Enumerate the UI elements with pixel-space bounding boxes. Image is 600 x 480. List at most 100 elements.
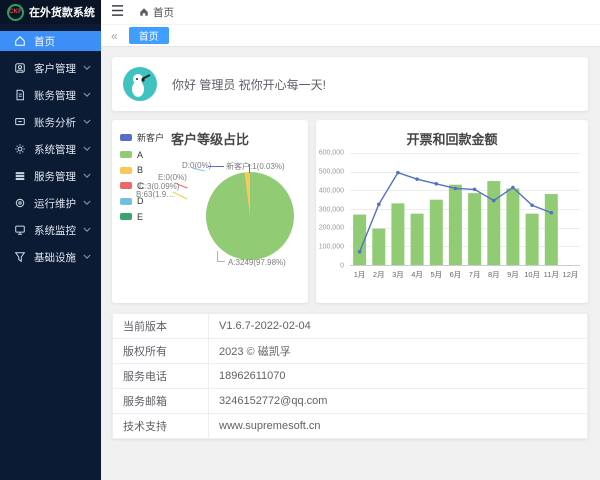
pie-slice-label-B: B:63(1.9…: [136, 190, 175, 199]
billing-icon: [13, 89, 26, 102]
bar-card: 开票和回款金额 600,000 500,000 400,000 300,000 200,…: [316, 120, 588, 303]
sidebar-item-label: 系统管理: [34, 143, 76, 156]
chevron-down-icon: [83, 200, 91, 206]
legend-item-D[interactable]: D: [120, 196, 164, 206]
legend-item-A[interactable]: A: [120, 150, 164, 160]
legend-item-C[interactable]: C: [120, 181, 164, 191]
chevron-down-icon: [83, 119, 91, 125]
sidebar-item-4[interactable]: 账务分析: [0, 112, 101, 132]
monitor-icon: [13, 224, 26, 237]
legend-item-新客户[interactable]: 新客户: [120, 131, 164, 144]
sidebar-item-6[interactable]: 服务管理: [0, 166, 101, 186]
sidebar-item-label: 运行维护: [34, 197, 76, 210]
tab-首页[interactable]: 首页: [128, 27, 169, 44]
sidebar-item-3[interactable]: 账务管理: [0, 85, 101, 105]
row-label: 版权所有: [112, 338, 209, 364]
pie-slice-label-C: C:3(0.09%): [139, 182, 180, 191]
sidebar-item-1[interactable]: 首页: [0, 31, 101, 51]
y-tick-label: 200,000: [318, 224, 344, 232]
legend-label: E: [137, 211, 144, 222]
legend-label: A: [137, 149, 144, 160]
collapse-tabs-icon[interactable]: «: [111, 28, 118, 43]
x-tick-label: 4月: [411, 270, 423, 279]
legend-swatch: [120, 197, 132, 205]
chevron-down-icon: [83, 92, 91, 98]
legend-item-E[interactable]: E: [120, 212, 164, 222]
chevron-down-icon: [83, 65, 91, 71]
menu-toggle-icon[interactable]: [111, 3, 124, 21]
bar-line-chart: [353, 170, 558, 265]
row-label: 当前版本: [112, 313, 209, 339]
x-tick-label: 2月: [372, 270, 385, 279]
greeting-card: 你好 管理员 祝你开心每一天!: [112, 57, 588, 111]
pie-slice-label-D: D:0(0%): [182, 161, 212, 170]
app-logo: CKF 在外货款系统: [0, 0, 101, 24]
home-icon: [13, 35, 26, 48]
x-tick-label: 9月: [507, 270, 519, 279]
row-label: 服务邮箱: [112, 388, 209, 414]
y-tick-label: 300,000: [318, 206, 344, 213]
breadcrumb-home-label: 首页: [153, 6, 174, 19]
table-row: 当前版本 V1.6.7-2022-02-04: [112, 313, 588, 339]
analysis-icon: [13, 116, 26, 129]
table-row: 服务电话 18962611070: [112, 363, 588, 389]
sidebar-menu: 首页客户管理账务管理账务分析系统管理服务管理运行维护系统监控基础设施: [0, 24, 101, 274]
sidebar-item-2[interactable]: 客户管理: [0, 58, 101, 78]
y-tick-label: 600,000: [318, 149, 344, 157]
sidebar-item-label: 账务管理: [34, 89, 76, 102]
pie-slice-label-新客户: 新客户:1(0.03%): [226, 162, 285, 171]
sidebar-item-8[interactable]: 系统监控: [0, 220, 101, 240]
bar-chart-plot: [350, 153, 580, 266]
operations-icon: [13, 197, 26, 210]
topbar: 首页: [101, 0, 600, 24]
sidebar-item-label: 账务分析: [34, 116, 76, 129]
chevron-down-icon: [83, 227, 91, 233]
sidebar-item-label: 客户管理: [34, 62, 76, 75]
info-table: 当前版本 V1.6.7-2022-02-04 版权所有 2023 © 磁凯孚 服务电话 1…: [112, 313, 588, 439]
x-tick-label: 3月: [392, 270, 404, 279]
legend-swatch: [120, 134, 132, 141]
pie-slice-label-A: A:3249(97.98%): [228, 258, 286, 267]
row-value: 3246152772@qq.com: [208, 388, 588, 414]
x-tick-label: 11月: [543, 270, 559, 279]
legend-label: B: [137, 165, 144, 175]
pie-slice-label-E: E:0(0%): [158, 173, 187, 182]
pie-label-line: [172, 191, 188, 200]
x-tick-label: 6月: [449, 270, 462, 279]
legend-swatch: [120, 151, 132, 158]
row-value: 2023 © 磁凯孚: [208, 338, 588, 364]
legend-swatch: [120, 166, 132, 174]
sidebar-item-5[interactable]: 系统管理: [0, 139, 101, 159]
sidebar-item-9[interactable]: 基础设施: [0, 247, 101, 267]
legend-item-B[interactable]: B: [120, 165, 164, 175]
sidebar-item-label: 首页: [34, 35, 55, 48]
chevron-down-icon: [83, 254, 91, 260]
y-tick-label: 400,000: [318, 187, 344, 195]
sidebar-item-7[interactable]: 运行维护: [0, 193, 101, 213]
breadcrumb[interactable]: 首页: [139, 5, 174, 20]
pie-card: 客户等级占比 新客户 A B C D E 新客户:1(0.03%) A:3249(97.98…: [112, 120, 308, 303]
pie-label-line: [249, 164, 250, 173]
pie-chart-title: 客户等级占比: [170, 132, 249, 147]
home-icon: [140, 8, 148, 16]
row-label: 技术支持: [112, 413, 209, 439]
pie-label-line: [208, 166, 224, 167]
chevron-down-icon: [83, 173, 91, 179]
legend-swatch: [120, 182, 132, 189]
x-tick-label: 1月: [353, 270, 366, 279]
tabbar: « 首页: [101, 24, 600, 47]
sidebar-item-label: 基础设施: [34, 251, 76, 264]
x-tick-label: 5月: [430, 270, 443, 279]
y-tick-label: 500,000: [318, 168, 344, 176]
content: 你好 管理员 祝你开心每一天! 客户等级占比 新客户 A B C D E 新客户:1(0.…: [101, 47, 600, 480]
app-title: 在外货款系统: [28, 7, 95, 19]
row-label: 服务电话: [112, 363, 209, 389]
sidebar: CKF 在外货款系统 首页客户管理账务管理账务分析系统管理服务管理运行维护系统监…: [0, 0, 101, 480]
pie-label-line: [217, 251, 225, 262]
main-area: 首页 « 首页 你好 管理员 祝你开心每一天!: [101, 0, 600, 480]
app-logo-icon: CKF: [7, 3, 24, 21]
row-value: www.supremesoft.cn: [208, 413, 588, 439]
x-tick-label: 10月: [524, 270, 541, 279]
row-value: V1.6.7-2022-02-04: [208, 313, 588, 339]
